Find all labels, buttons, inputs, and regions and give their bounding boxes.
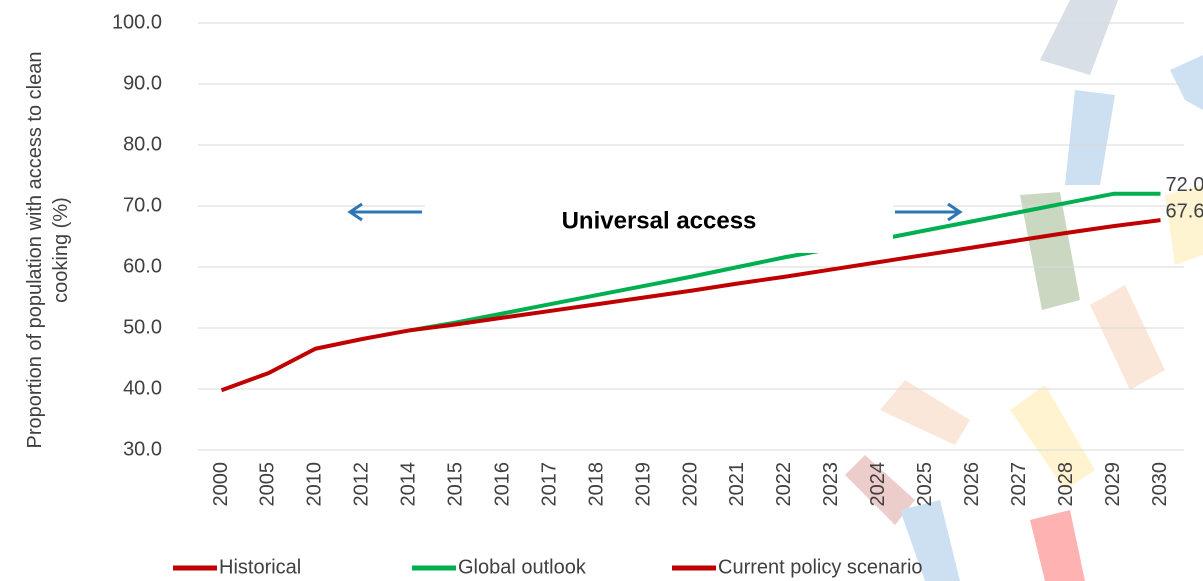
- y-tick-label: 70.0: [123, 194, 162, 216]
- annotation: Universal access: [562, 207, 757, 234]
- x-tick-label: 2027: [1008, 462, 1030, 507]
- x-tick-label: 2020: [679, 462, 701, 507]
- x-tick-label: 2023: [820, 462, 842, 507]
- x-tick-label: 2015: [445, 462, 467, 507]
- x-tick-label: 2030: [1149, 462, 1171, 507]
- value-label: 72.0: [1166, 174, 1203, 196]
- y-tick-label: 50.0: [123, 316, 162, 338]
- plot-area: 30.0 40.0 50.0 60.0 70.0 80.0 90.0 100.0 2000 200…: [112, 11, 1184, 506]
- y-tick-label: 90.0: [123, 72, 162, 94]
- y-tick-label: 40.0: [123, 377, 162, 399]
- chart-container: 30.0 40.0 50.0 60.0 70.0 80.0 90.0 100.0 2000 200…: [0, 0, 1203, 581]
- x-tick-label: 2022: [773, 462, 795, 507]
- page: 30.0 40.0 50.0 60.0 70.0 80.0 90.0 100.0 2000 200…: [0, 0, 1203, 581]
- value-label: 67.69: [1166, 200, 1203, 222]
- x-tick-label: 2016: [491, 462, 513, 507]
- x-tick-label: 2028: [1055, 462, 1077, 507]
- y-tick-label: 60.0: [123, 255, 162, 277]
- y-axis-label: Proportion of population with access to …: [22, 30, 82, 470]
- x-tick-label: 2021: [726, 462, 748, 507]
- x-tick-label: 2012: [351, 462, 373, 507]
- x-tick-label: 2018: [585, 462, 607, 507]
- legend-label: Historical: [219, 556, 301, 578]
- x-tick-label: 2014: [398, 462, 420, 507]
- x-tick-label: 2024: [867, 462, 889, 507]
- chart: 30.0 40.0 50.0 60.0 70.0 80.0 90.0 100.0 2000 200…: [0, 0, 1203, 581]
- x-tick-label: 2026: [961, 462, 983, 507]
- x-tick-label: 2019: [632, 462, 654, 507]
- x-tick-label: 2025: [914, 462, 936, 507]
- x-tick-label: 2029: [1102, 462, 1124, 507]
- y-tick-label: 80.0: [123, 133, 162, 155]
- series-line: [221, 330, 409, 390]
- x-tick-label: 2010: [304, 462, 326, 507]
- legend-label: Global outlook: [458, 556, 587, 578]
- y-tick-label: 30.0: [123, 438, 162, 460]
- x-tick-label: 2000: [210, 462, 232, 507]
- y-tick-label: 100.0: [112, 11, 162, 33]
- legend-label: Current policy scenario: [718, 556, 923, 578]
- x-tick-label: 2005: [257, 462, 279, 507]
- x-tick-label: 2017: [538, 462, 560, 507]
